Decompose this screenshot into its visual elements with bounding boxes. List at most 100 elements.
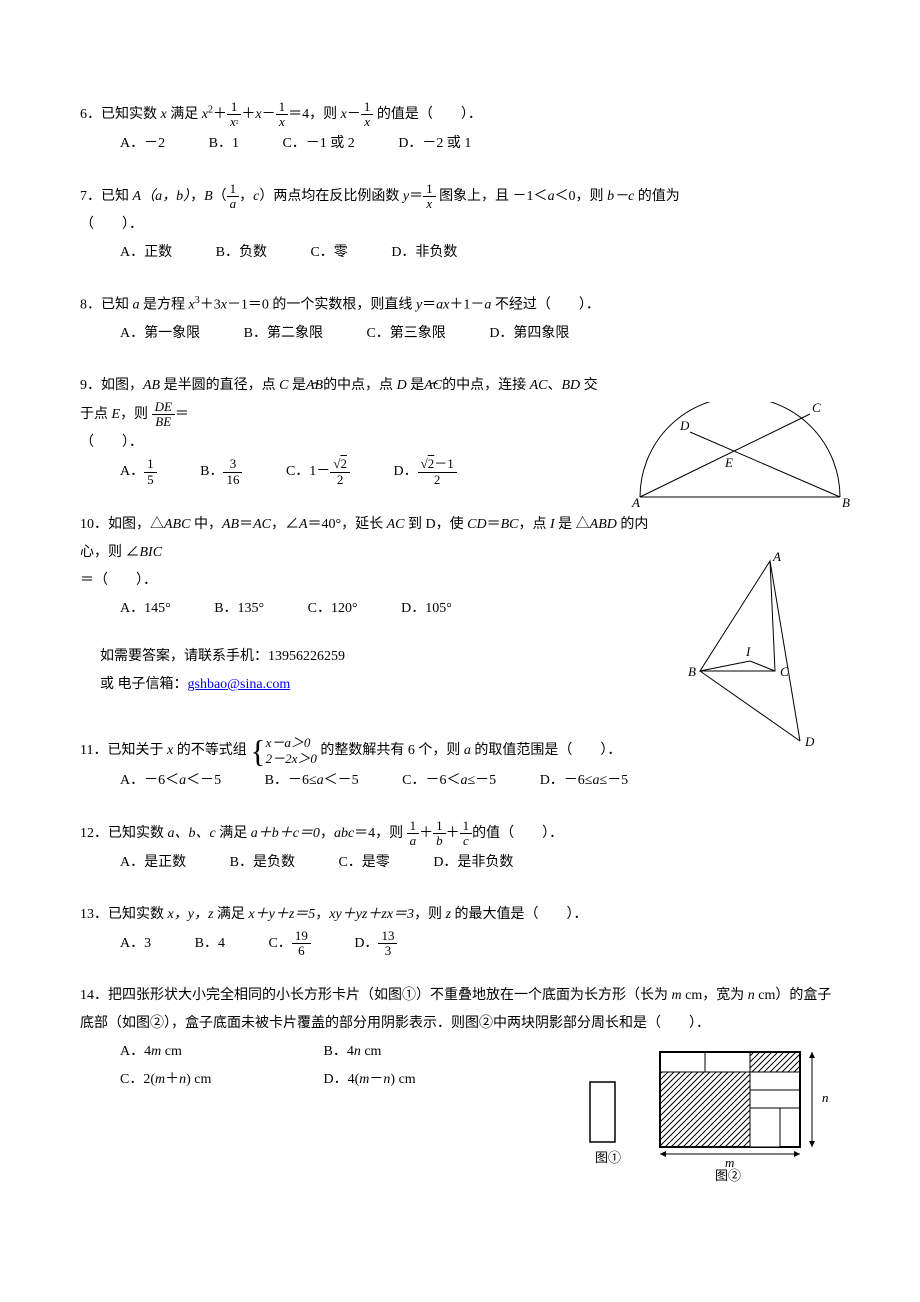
q9-figure: A B C D E <box>630 402 860 517</box>
q7-t3: 图象上，且 －1＜ <box>436 189 548 204</box>
q6-f2n: 1 <box>276 100 289 115</box>
q9-fC: √22 <box>330 457 350 487</box>
q10-CD: CD <box>467 517 486 532</box>
q12-c: ， <box>320 826 334 841</box>
q9-sep: 、 <box>547 378 561 393</box>
q9-E: E <box>112 407 121 422</box>
q6-optB: B．1 <box>209 130 239 158</box>
q7-f1n: 1 <box>227 182 240 197</box>
q9-fd: BE <box>152 415 175 429</box>
q10-t5: 是 △ <box>555 517 590 532</box>
q8-options: A．第一象限 B．第二象限 C．第三象限 D．第四象限 <box>80 320 840 348</box>
q6-stem: 6．已知实数 x 满足 x2＋1x²＋x－1x＝4，则 x－1x 的值是（ ）． <box>80 100 840 130</box>
q9-optC: C．1－√22 <box>286 457 350 487</box>
q14-lab1: 图① <box>595 1150 621 1165</box>
q9-t4: 的中点，点 <box>323 378 397 393</box>
q6-optD: D．－2 或 1 <box>398 130 471 158</box>
q13-fD: 133 <box>378 929 397 959</box>
q14-figure: 图① m <box>560 1042 860 1187</box>
q11-sys2: 2－2x＞0 <box>266 751 317 767</box>
q13-eq2: xy＋yz＋zx＝3 <box>329 907 414 922</box>
q9-fCn: √2 <box>330 457 350 472</box>
q12-f2n: 1 <box>433 819 446 834</box>
q13-t1: ．已知实数 <box>94 907 168 922</box>
q6-sq: 2 <box>208 104 213 115</box>
q13-fC: 196 <box>292 929 311 959</box>
q12-t3: 的值（ ）． <box>472 826 563 841</box>
q14-optC: C．2(m＋n) cm <box>120 1066 280 1094</box>
q9-Al: A． <box>120 464 144 479</box>
q7-num: 7 <box>80 189 87 204</box>
q12-f3n: 1 <box>460 819 473 834</box>
q6-f1d2: ² <box>236 118 239 128</box>
q10-optA: A．145° <box>120 595 171 623</box>
q9-Bl: B． <box>200 464 223 479</box>
q8-t1: ．已知 <box>87 298 133 313</box>
semicircle-icon: A B C D E <box>630 402 860 512</box>
q13-Cl: C． <box>268 936 291 951</box>
q10-t3: ＝40°，延长 <box>308 517 387 532</box>
q6-t3: ＝4，则 <box>288 107 341 122</box>
q12-optC: C．是零 <box>338 849 389 877</box>
q8-m: －1＝0 的一个实数根，则直线 <box>227 298 416 313</box>
q8-t3: 不经过（ ）． <box>491 298 600 313</box>
question-11: 11．已知关于 x 的不等式组 {x－a＞02－2x＞0 的整数解共有 6 个，… <box>80 735 840 795</box>
q8-t2: 是方程 <box>140 298 189 313</box>
triangle-icon: A B C D I <box>680 551 830 751</box>
q12-stem: 12．已知实数 a、b、c 满足 a＋b＋c＝0，abc＝4，则 1a＋1b＋1… <box>80 819 840 849</box>
q10-AC2: AC <box>387 517 405 532</box>
q12-options: A．是正数 B．是负数 C．是零 D．是非负数 <box>80 849 840 877</box>
q7-paren: （ ）． <box>80 211 840 239</box>
q12-t2: 满足 <box>216 826 251 841</box>
q10-eq2: ＝ <box>487 517 501 532</box>
question-8: 8．已知 a 是方程 x3＋3x－1＝0 的一个实数根，则直线 y＝ax＋1－a… <box>80 291 840 348</box>
q9-AC2: AC <box>530 378 548 393</box>
email-link[interactable]: gshbao@sina.com <box>188 677 291 692</box>
q12-optB: B．是负数 <box>230 849 295 877</box>
q10-ABC: ABC <box>164 517 190 532</box>
q9-fA: 15 <box>144 457 157 487</box>
q13-optD: D．133 <box>354 929 397 959</box>
q6-f3d: x <box>361 115 374 129</box>
q7-t5: 的值为 <box>634 189 680 204</box>
q12-f3d: c <box>460 834 473 848</box>
q9-fn: DE <box>152 400 175 415</box>
q12-optD: D．是非负数 <box>433 849 513 877</box>
q9-optB: B．316 <box>200 457 242 487</box>
q13-t4: 的最大值是（ ）． <box>451 907 588 922</box>
q7-ab: （a，b） <box>141 189 190 204</box>
q6-frac1: 1x² <box>227 100 241 130</box>
q13-optB: B．4 <box>195 930 225 958</box>
q13-optA: A．3 <box>120 930 151 958</box>
q14-t1: ．把四张形状大小完全相同的小长方形卡片（如图①）不重叠地放在一个底面为长方形（长… <box>94 988 672 1003</box>
q6-f1n: 1 <box>227 100 241 115</box>
q11-brace: { <box>250 735 265 767</box>
q12-f2: 1b <box>433 819 446 849</box>
rect-diagram-icon: 图① m <box>560 1042 860 1182</box>
q12-f1n: 1 <box>407 819 420 834</box>
q7-c1: ， <box>190 189 204 204</box>
q9-labD: D <box>679 418 690 433</box>
q7-options: A．正数 B．负数 C．零 D．非负数 <box>80 239 840 267</box>
q11-optA: A．－6＜a＜－5 <box>120 767 221 795</box>
q11-a: a <box>464 743 471 758</box>
q11-t3: 的整数解共有 6 个，则 <box>317 743 464 758</box>
q6-t4: 的值是（ ）． <box>373 107 482 122</box>
q10-t4: ，点 <box>518 517 550 532</box>
q7-frac1: 1a <box>227 182 240 212</box>
question-14: 14．把四张形状大小完全相同的小长方形卡片（如图①）不重叠地放在一个底面为长方形… <box>80 982 840 1094</box>
q7-t2: 两点均在反比例函数 <box>273 189 403 204</box>
q9-fAd: 5 <box>144 473 157 487</box>
q12-abc2: abc <box>334 826 354 841</box>
q12-f1d: a <box>407 834 420 848</box>
q6-optA: A．－2 <box>120 130 165 158</box>
q8-optD: D．第四象限 <box>489 320 569 348</box>
q8-num: 8 <box>80 298 87 313</box>
q7-f1d: a <box>227 197 240 211</box>
q9-labB: B <box>842 495 850 510</box>
q9-fBn: 3 <box>223 457 242 472</box>
q10-optD: D．105° <box>401 595 452 623</box>
q14-optA: A．4m cm <box>120 1038 280 1066</box>
q7-bmc: b－c <box>607 189 634 204</box>
q9-fAn: 1 <box>144 457 157 472</box>
